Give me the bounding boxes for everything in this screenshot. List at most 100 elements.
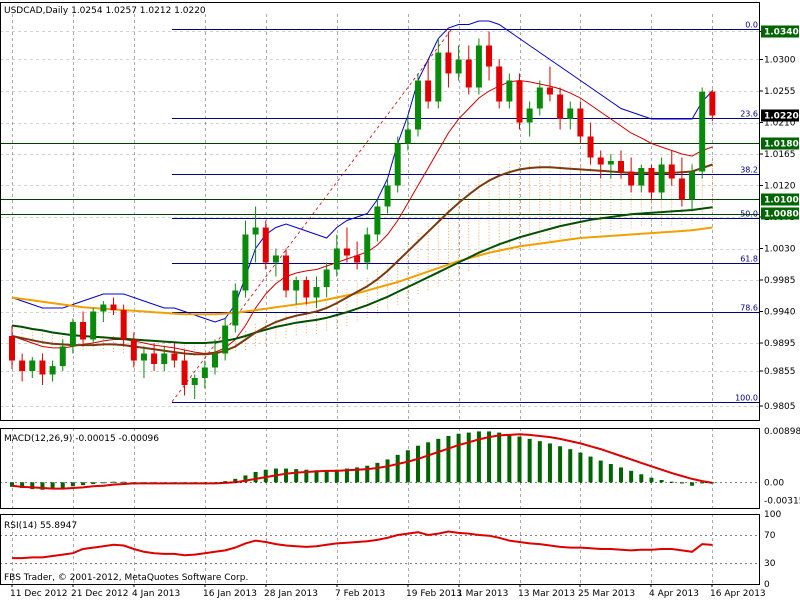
price-tag bbox=[761, 137, 799, 150]
time-axis: 11 Dec 2012 21 Dec 2012 4 Jan 2013 16 Jan 2… bbox=[10, 584, 766, 599]
fib-label: 38.2 bbox=[740, 166, 758, 175]
panel-frame bbox=[0, 428, 760, 509]
candle-body bbox=[415, 80, 421, 130]
candle-body bbox=[120, 310, 127, 340]
candle-body bbox=[526, 108, 533, 123]
candle-body bbox=[59, 346, 66, 367]
macd-bar bbox=[659, 480, 664, 483]
time-tick-label: 1 Mar 2013 bbox=[457, 589, 508, 599]
price-tag-label: 1.0180 bbox=[764, 140, 799, 150]
macd-bar bbox=[527, 438, 532, 483]
candle-body bbox=[506, 80, 513, 102]
price-tick-label: 0.9855 bbox=[764, 367, 796, 377]
time-tick-label: 19 Feb 2013 bbox=[406, 589, 462, 599]
candle-body bbox=[242, 234, 249, 291]
price-tag-label: 1.0080 bbox=[764, 210, 799, 220]
macd-bar bbox=[558, 446, 563, 483]
macd-bar bbox=[30, 482, 35, 490]
macd-bar bbox=[243, 475, 248, 483]
rsi-tick-label: 70 bbox=[764, 531, 776, 541]
candle-body bbox=[19, 360, 26, 371]
candle-body bbox=[475, 45, 482, 88]
candle-body bbox=[313, 287, 320, 298]
macd-bar bbox=[690, 482, 695, 486]
candle-body bbox=[39, 360, 46, 375]
price-tick-label: 1.0255 bbox=[764, 87, 796, 97]
fib-label: 61.8 bbox=[740, 255, 758, 264]
candlesticks bbox=[9, 31, 716, 399]
candle-body bbox=[262, 227, 269, 263]
candle-body bbox=[110, 304, 117, 311]
candle-body bbox=[49, 366, 56, 375]
macd-bar bbox=[466, 432, 471, 483]
macd-bar bbox=[20, 482, 25, 488]
macd-bar bbox=[507, 434, 512, 483]
macd-bar bbox=[355, 467, 360, 483]
candle-body bbox=[689, 171, 696, 200]
price-tag bbox=[761, 25, 799, 38]
ma-slow-line bbox=[11, 226, 713, 316]
price-tag bbox=[761, 193, 799, 206]
candle-body bbox=[303, 280, 310, 298]
candle-body bbox=[557, 94, 564, 119]
candle-body bbox=[29, 360, 36, 371]
candle-body bbox=[699, 91, 706, 172]
candle-body bbox=[435, 52, 442, 102]
macd-tick-label: 0.00898 bbox=[764, 427, 800, 437]
macd-bar bbox=[517, 436, 522, 483]
time-tick-label: 16 Apr 2013 bbox=[710, 589, 766, 599]
candle-body bbox=[668, 164, 675, 179]
time-tick-label: 11 Dec 2012 bbox=[10, 589, 68, 599]
macd-bar bbox=[547, 443, 552, 483]
price-tag bbox=[761, 207, 799, 220]
time-tick-label: 25 Mar 2013 bbox=[578, 589, 635, 599]
bollinger-mid-line bbox=[11, 79, 713, 355]
candle-body bbox=[272, 255, 279, 263]
price-axis: 1.0340 1.0300 1.0255 1.0210 1.0165 1.0120 1.00… bbox=[760, 25, 800, 590]
fib-label: 100.0 bbox=[735, 394, 758, 403]
time-tick-label: 21 Dec 2012 bbox=[71, 589, 129, 599]
candle-body bbox=[445, 52, 452, 74]
candle-body bbox=[597, 157, 604, 165]
candle-body bbox=[658, 164, 665, 193]
bollinger-upper-line bbox=[11, 20, 713, 323]
macd-bar bbox=[263, 469, 268, 483]
macd-bar bbox=[568, 449, 573, 483]
candle-body bbox=[181, 360, 188, 385]
macd-bar bbox=[314, 470, 319, 483]
candle-body bbox=[161, 353, 168, 364]
macd-bar bbox=[598, 460, 603, 483]
candle-body bbox=[577, 108, 584, 137]
candle-body bbox=[201, 367, 208, 378]
macd-bar bbox=[284, 468, 289, 483]
macd-bar bbox=[60, 482, 65, 488]
candle-body bbox=[252, 227, 259, 235]
candle-body bbox=[323, 269, 330, 287]
macd-bar bbox=[416, 445, 420, 483]
macd-bar bbox=[426, 442, 431, 483]
price-tick-label: 1.0120 bbox=[764, 182, 796, 192]
macd-bar bbox=[81, 482, 86, 486]
candle-body bbox=[283, 255, 290, 291]
candle-body bbox=[140, 353, 147, 361]
candle-body bbox=[607, 161, 614, 165]
ma-fast-line bbox=[11, 163, 713, 356]
candle-body bbox=[455, 59, 462, 74]
candle-body bbox=[9, 336, 15, 361]
candle-body bbox=[567, 108, 574, 119]
macd-bar bbox=[578, 452, 583, 483]
candle-body bbox=[587, 136, 594, 158]
ma-mid-line bbox=[11, 206, 713, 344]
macd-bar bbox=[446, 436, 451, 483]
rsi-tick-label: 0 bbox=[764, 580, 770, 590]
candle-body bbox=[100, 304, 107, 312]
candle-body bbox=[354, 255, 361, 263]
candle-body bbox=[333, 248, 340, 270]
price-tick-label: 1.0165 bbox=[764, 150, 796, 160]
candle-body bbox=[222, 325, 229, 354]
candle-body bbox=[232, 290, 239, 326]
candle-body bbox=[678, 178, 685, 200]
time-tick-label: 13 Mar 2013 bbox=[518, 589, 575, 599]
